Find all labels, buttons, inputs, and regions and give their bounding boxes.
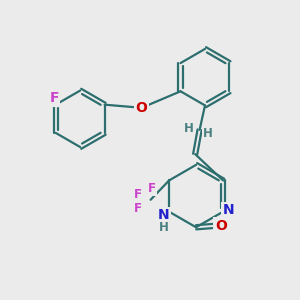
Text: H: H xyxy=(203,127,213,140)
Text: F: F xyxy=(134,202,142,215)
Text: N: N xyxy=(223,203,234,217)
Text: O: O xyxy=(215,219,227,233)
Text: O: O xyxy=(136,101,148,115)
Text: F: F xyxy=(148,182,156,195)
Text: F: F xyxy=(134,188,142,201)
Text: H: H xyxy=(159,220,169,234)
Text: F: F xyxy=(50,91,59,105)
Text: N: N xyxy=(158,208,170,222)
Text: H: H xyxy=(183,122,193,135)
